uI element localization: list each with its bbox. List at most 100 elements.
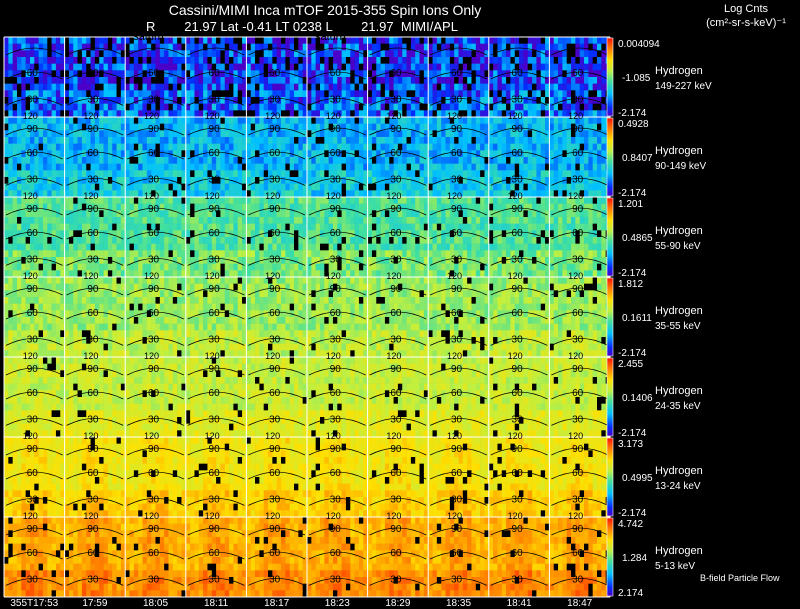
heatmap-cell [16, 103, 22, 111]
heatmap-cell [519, 257, 524, 264]
heatmap-cell [562, 143, 568, 151]
heatmap-cell [527, 257, 533, 264]
heatmap-cell [255, 143, 260, 151]
heatmap-cell [25, 263, 31, 271]
heatmap-cell [579, 103, 585, 111]
heatmap-cell [536, 157, 542, 164]
heatmap-cell [112, 123, 117, 131]
heatmap-cell [462, 110, 468, 118]
heatmap-cell [536, 37, 542, 44]
heatmap-cell [207, 170, 213, 178]
heatmap-cell [68, 77, 74, 84]
heatmap-cell [536, 83, 542, 91]
heatmap-cell [164, 237, 169, 244]
heatmap-cell [246, 130, 252, 138]
heatmap-cell [185, 177, 191, 184]
heatmap-cell [155, 90, 161, 98]
heatmap-cell [8, 190, 13, 198]
heatmap-cell [4, 110, 9, 118]
heatmap-cell [259, 130, 265, 138]
heatmap-cell [345, 117, 351, 124]
heatmap-cell [436, 203, 442, 211]
heatmap-cell [246, 43, 252, 51]
heatmap-cell [549, 130, 555, 138]
heatmap-cell [99, 50, 104, 58]
heatmap-cell [155, 177, 161, 184]
heatmap-cell [341, 263, 347, 271]
heatmap-cell [510, 143, 516, 151]
heatmap-cell [484, 77, 490, 84]
heatmap-cell [328, 177, 334, 184]
heatmap-cell [523, 190, 529, 198]
heatmap-cell [120, 103, 126, 111]
heatmap-cell [151, 70, 156, 78]
heatmap-cell [203, 130, 208, 138]
heatmap-cell [172, 103, 178, 111]
heatmap-cell [397, 63, 403, 71]
heatmap-cell [575, 137, 580, 144]
heatmap-cell [601, 150, 606, 158]
heatmap-cell [488, 263, 494, 271]
heatmap-cell [328, 90, 334, 98]
heatmap-cell [566, 177, 572, 184]
heatmap-cell [380, 243, 386, 251]
heatmap-cell [501, 197, 507, 204]
heatmap-cell [194, 177, 200, 184]
heatmap-cell [363, 203, 368, 211]
heatmap-cell [497, 183, 503, 191]
heatmap-cell [445, 197, 451, 204]
heatmap-cell [415, 37, 420, 44]
heatmap-cell [203, 203, 208, 211]
heatmap-cell [224, 57, 230, 64]
heatmap-cell [38, 50, 44, 58]
heatmap-cell [294, 237, 299, 244]
heatmap-cell [47, 130, 52, 138]
heatmap-cell [146, 110, 152, 118]
heatmap-cell [298, 70, 303, 78]
heatmap-cell [211, 110, 217, 118]
heatmap-cell [549, 170, 555, 178]
heatmap-cell [4, 37, 9, 44]
heatmap-cell [21, 190, 26, 198]
heatmap-cell [363, 157, 368, 164]
heatmap-cell [384, 143, 390, 151]
heatmap-cell [328, 117, 334, 124]
heatmap-cell [423, 110, 429, 118]
heatmap-cell [337, 137, 342, 144]
heatmap-cell [86, 177, 91, 184]
heatmap-cell [536, 150, 542, 158]
heatmap-cell [575, 230, 580, 238]
heatmap-cell [155, 157, 161, 164]
heatmap-cell [341, 143, 347, 151]
heatmap-cell [549, 123, 555, 131]
heatmap-cell [220, 137, 226, 144]
heatmap-cell [133, 183, 139, 191]
heatmap-cell [42, 83, 48, 91]
heatmap-cell [311, 250, 316, 258]
heatmap-cell [272, 90, 277, 98]
heatmap-cell [449, 257, 455, 264]
heatmap-cell [523, 203, 529, 211]
heatmap-cell [138, 243, 143, 251]
heatmap-cell [423, 230, 429, 238]
heatmap-cell [47, 137, 52, 144]
heatmap-cell [341, 183, 347, 191]
heatmap-cell [272, 250, 277, 258]
heatmap-cell [462, 77, 468, 84]
heatmap-cell [107, 217, 113, 224]
heatmap-cell [315, 157, 321, 164]
heatmap-cell [181, 170, 187, 178]
heatmap-cell [120, 130, 126, 138]
heatmap-cell [211, 37, 217, 44]
heatmap-cell [237, 223, 243, 231]
heatmap-cell [397, 130, 403, 138]
heatmap-cell [185, 150, 191, 158]
heatmap-cell [419, 250, 425, 258]
heatmap-cell [393, 70, 399, 78]
heatmap-cell [237, 250, 243, 258]
heatmap-cell [501, 170, 507, 178]
heatmap-cell [311, 243, 316, 251]
heatmap-cell [155, 43, 161, 51]
heatmap-cell [332, 177, 338, 184]
heatmap-cell [345, 230, 351, 238]
